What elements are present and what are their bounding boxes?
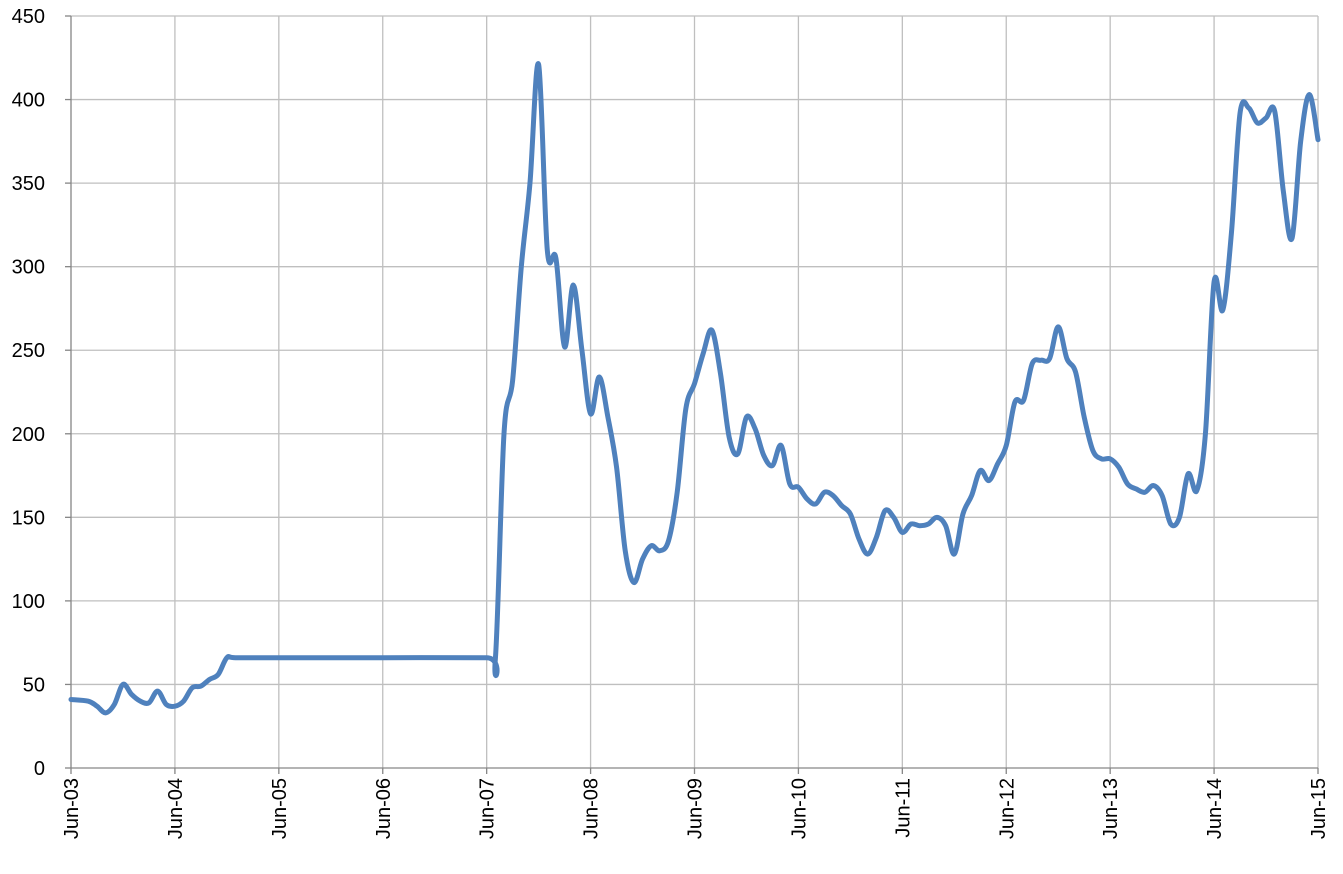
axes [65,15,1319,774]
x-tick-label: Jun-05 [269,778,291,839]
x-tick-label: Jun-09 [685,778,707,839]
x-tick-label: Jun-04 [165,778,187,839]
y-tick-label: 250 [12,340,45,362]
y-tick-label: 400 [12,90,45,112]
y-tick-label: 300 [12,257,45,279]
x-tick-label: Jun-11 [892,778,914,838]
gridlines [71,15,1319,768]
y-tick-label: 450 [12,6,45,28]
y-tick-label: 50 [23,674,45,696]
y-tick-label: 150 [12,507,45,529]
y-tick-labels: 0 50 100 150 200 250 300 350 400 450 [12,6,45,780]
x-tick-label: Jun-03 [61,778,83,839]
series-line-0 [68,61,1321,716]
x-tick-label: Jun-08 [581,778,603,839]
series-layer [68,61,1321,716]
x-tick-labels: Jun-03 Jun-04 Jun-05 Jun-06 Jun-07 Jun-08 Jun-… [61,778,1330,839]
y-tick-label: 0 [34,758,45,780]
y-tick-label: 100 [12,591,45,613]
x-tick-label: Jun-10 [788,778,810,839]
x-tick-label: Jun-06 [373,778,395,839]
x-tick-label: Jun-07 [477,778,499,839]
x-tick-label: Jun-15 [1308,778,1330,839]
y-tick-label: 350 [12,173,45,195]
x-tick-label: Jun-12 [996,778,1018,839]
x-tick-label: Jun-13 [1100,778,1122,839]
x-tick-label: Jun-14 [1204,778,1226,839]
y-tick-label: 200 [12,424,45,446]
